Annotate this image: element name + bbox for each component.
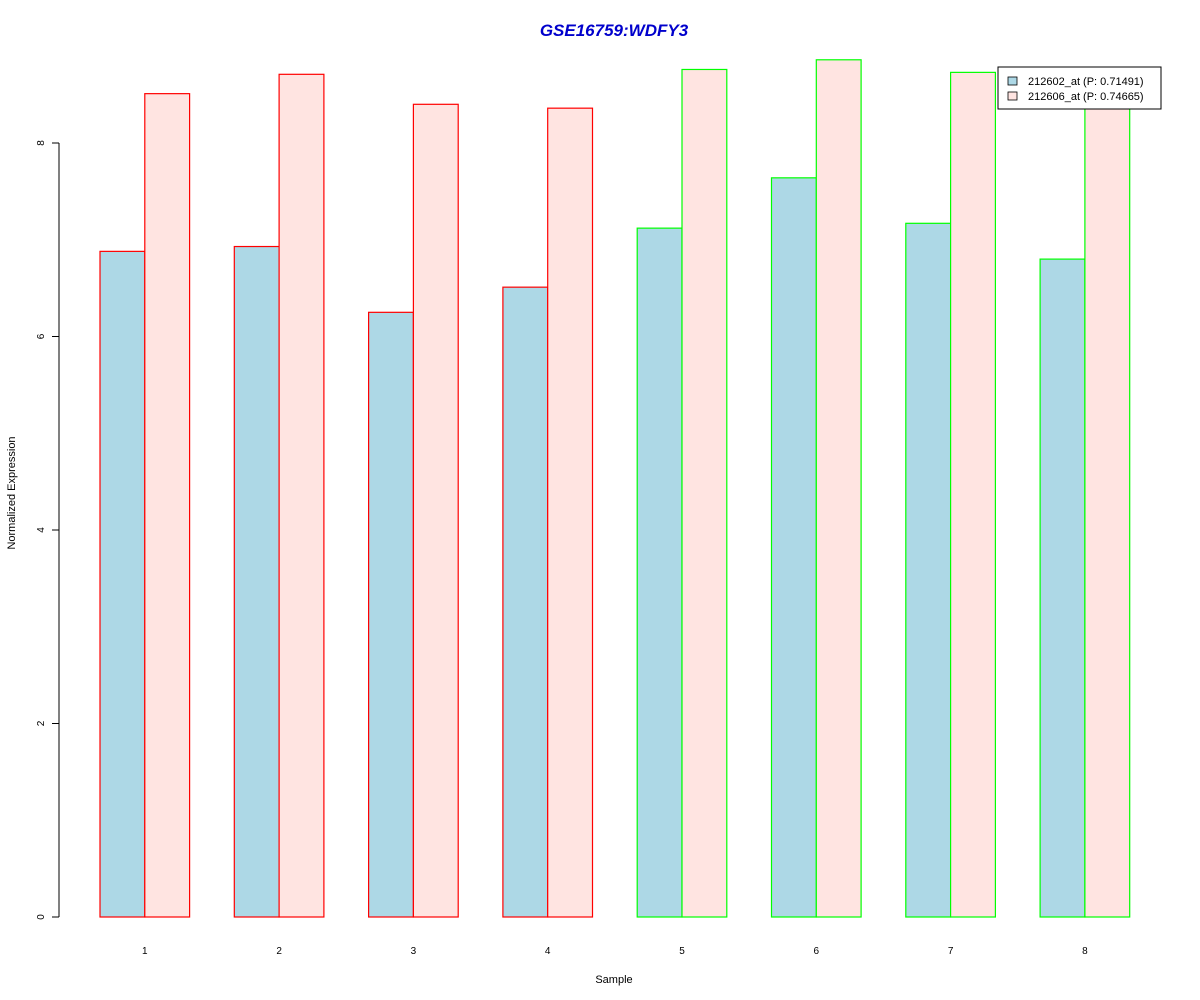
bar-sample-2-series-1: [233, 245, 280, 918]
bar-sample-4-series-1: [502, 286, 549, 918]
x-tick-label: 6: [814, 946, 820, 957]
legend-entry: 212602_at (P: 0.71491): [1028, 76, 1144, 88]
legend-entry: 212606_at (P: 0.74665): [1028, 91, 1144, 103]
x-tick-label: 5: [679, 946, 685, 957]
bar-sample-8-series-1: [1039, 258, 1086, 918]
legend-swatch: [1007, 91, 1018, 101]
bar-sample-5-series-1: [636, 227, 683, 918]
bar-sample-7-series-2: [949, 71, 996, 918]
x-tick-label: 7: [948, 946, 954, 957]
bar-sample-7-series-1: [905, 222, 952, 918]
x-axis: 1 2 3 4 5 6 7 8: [142, 946, 1088, 957]
y-tick-label: 8: [36, 140, 47, 146]
x-tick-label: 1: [142, 946, 148, 957]
y-tick-label: 0: [36, 914, 47, 920]
bar-sample-4-series-2: [547, 107, 594, 918]
x-axis-label: Sample: [595, 974, 632, 986]
bar-sample-8-series-2: [1084, 107, 1131, 918]
x-tick-label: 8: [1082, 946, 1088, 957]
bars: [99, 59, 1131, 918]
bar-sample-6-series-2: [815, 59, 862, 918]
bar-sample-6-series-1: [770, 177, 817, 918]
chart-title: GSE16759:WDFY3: [540, 21, 689, 40]
legend: 212602_at (P: 0.71491) 212606_at (P: 0.74…: [997, 66, 1162, 110]
bar-sample-1-series-1: [99, 250, 146, 918]
bar-sample-3-series-1: [368, 311, 415, 918]
x-tick-label: 2: [276, 946, 282, 957]
legend-swatch: [1007, 76, 1018, 86]
y-tick-label: 4: [36, 527, 47, 533]
y-axis: 0 2 4 6 8: [36, 140, 60, 920]
bar-sample-5-series-2: [681, 68, 728, 918]
x-tick-label: 4: [545, 946, 551, 957]
bar-sample-3-series-2: [412, 103, 459, 918]
x-tick-label: 3: [411, 946, 417, 957]
y-tick-label: 6: [36, 333, 47, 339]
bar-sample-1-series-2: [144, 93, 191, 918]
y-axis-label: Normalized Expression: [6, 436, 18, 549]
legend-box: [997, 66, 1162, 110]
bar-sample-2-series-2: [278, 73, 325, 918]
y-tick-label: 2: [36, 720, 47, 726]
